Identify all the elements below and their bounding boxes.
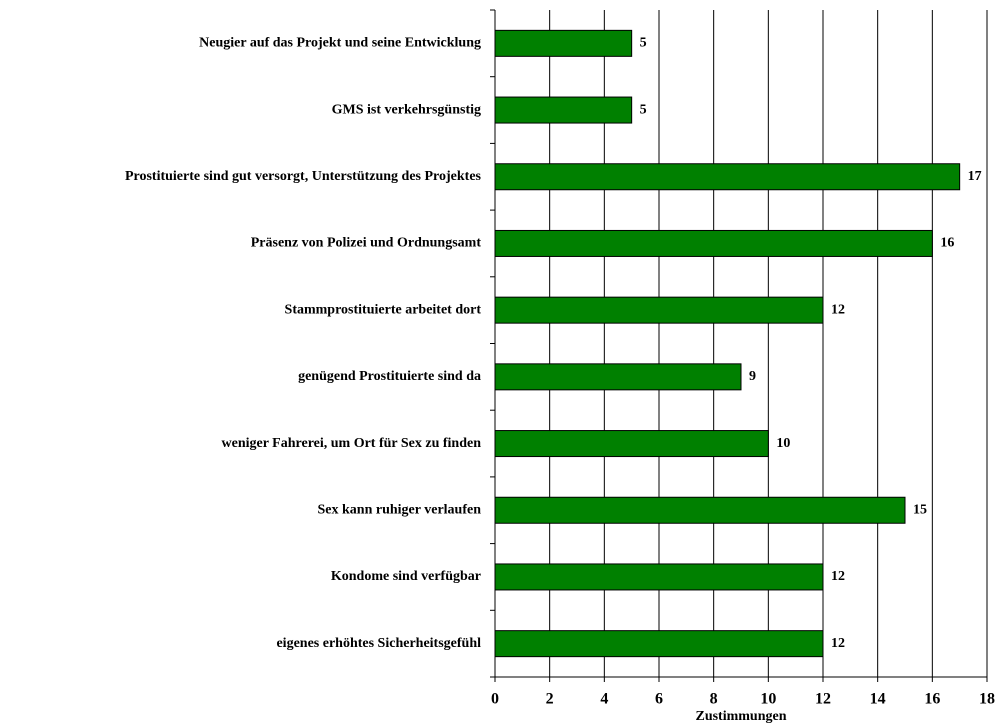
data-label: 17 — [968, 169, 982, 184]
data-label: 12 — [831, 302, 845, 317]
x-tick-label: 18 — [979, 691, 995, 708]
data-label: 9 — [749, 369, 756, 384]
x-tick-label: 2 — [546, 691, 554, 708]
data-label: 15 — [913, 502, 927, 517]
data-label: 5 — [640, 102, 647, 117]
bar — [494, 229, 933, 257]
data-label: 12 — [831, 636, 845, 651]
y-tick-label: Neugier auf das Projekt und seine Entwic… — [199, 36, 481, 51]
data-label: 5 — [640, 36, 647, 51]
bar — [494, 430, 769, 458]
y-tick-label: Prostituierte sind gut versorgt, Unterst… — [125, 169, 482, 184]
bar — [494, 630, 824, 658]
y-tick-label: GMS ist verkehrsgünstig — [332, 102, 481, 117]
bar — [494, 96, 633, 124]
x-axis-title: Zustimmungen — [695, 709, 786, 724]
x-tick-label: 14 — [870, 691, 886, 708]
x-tick-label: 10 — [760, 691, 776, 708]
bar — [494, 563, 824, 591]
y-tick-label: weniger Fahrerei, um Ort für Sex zu find… — [222, 436, 482, 451]
x-tick-label: 16 — [924, 691, 940, 708]
x-tick-label: 8 — [710, 691, 718, 708]
y-tick-label: Sex kann ruhiger verlaufen — [318, 502, 482, 517]
data-label: 12 — [831, 569, 845, 584]
y-tick-label: eigenes erhöhtes Sicherheitsgefühl — [276, 636, 481, 651]
x-tick-label: 4 — [600, 691, 608, 708]
x-tick-label: 12 — [815, 691, 831, 708]
y-tick-label: Kondome sind verfügbar — [331, 569, 481, 584]
data-label: 16 — [940, 236, 954, 251]
bar — [494, 496, 906, 524]
data-label: 10 — [776, 436, 790, 451]
y-tick-label: Präsenz von Polizei und Ordnungsamt — [251, 236, 482, 251]
bar — [494, 163, 961, 191]
x-tick-label: 0 — [491, 691, 499, 708]
bar — [494, 29, 633, 57]
y-tick-label: genügend Prostituierte sind da — [298, 369, 481, 384]
y-tick-label: Stammprostituierte arbeitet dort — [285, 302, 482, 317]
bar — [494, 296, 824, 324]
bar — [494, 363, 742, 391]
x-tick-label: 6 — [655, 691, 663, 708]
